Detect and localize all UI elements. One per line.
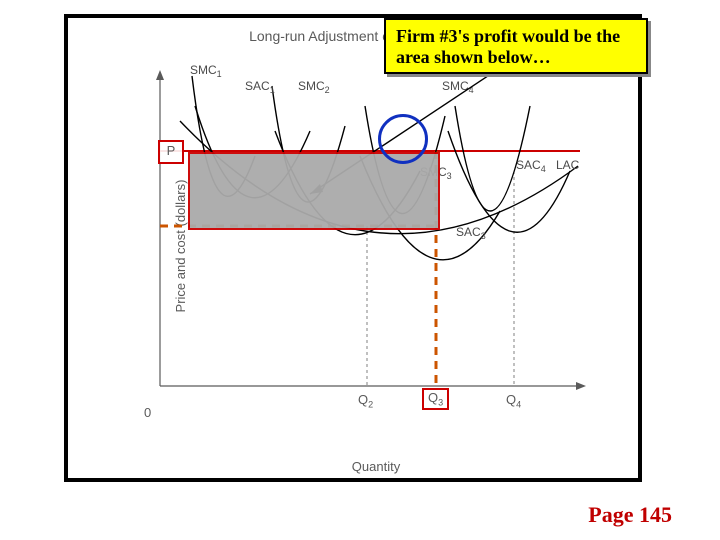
chart-svg: SMC1 SAC1 SMC2 SMC4 SMC3 SAC3 SAC4 LAC bbox=[160, 76, 592, 416]
callout-box: Firm #3's profit would be the area shown… bbox=[384, 18, 648, 74]
xtick-q3-box: Q3 bbox=[422, 388, 449, 410]
y-axis-arrow bbox=[156, 70, 164, 80]
callout-text: Firm #3's profit would be the area shown… bbox=[396, 26, 620, 67]
price-label-box: P bbox=[158, 140, 184, 164]
x-axis-label: Quantity bbox=[352, 459, 400, 474]
label-sac4: SAC4 bbox=[516, 158, 546, 174]
origin-label: 0 bbox=[144, 405, 151, 420]
intersection-circle bbox=[378, 114, 428, 164]
label-sac1: SAC1 bbox=[245, 79, 275, 95]
page-number: Page 145 bbox=[588, 502, 672, 528]
slide-frame: Long-run Adjustment of Firm Size Price a… bbox=[64, 14, 642, 482]
price-label: P bbox=[167, 143, 176, 158]
label-smc4: SMC4 bbox=[442, 79, 474, 95]
label-sac3: SAC3 bbox=[456, 225, 486, 241]
curve-sac4 bbox=[448, 131, 570, 232]
label-lac: LAC bbox=[556, 158, 580, 172]
xtick-q2: Q2 bbox=[358, 392, 373, 410]
label-smc2: SMC2 bbox=[298, 79, 330, 95]
x-axis-arrow bbox=[576, 382, 586, 390]
xtick-q4: Q4 bbox=[506, 392, 521, 410]
plot-area: Price and cost (dollars) bbox=[160, 76, 592, 416]
label-smc1: SMC1 bbox=[190, 63, 222, 79]
